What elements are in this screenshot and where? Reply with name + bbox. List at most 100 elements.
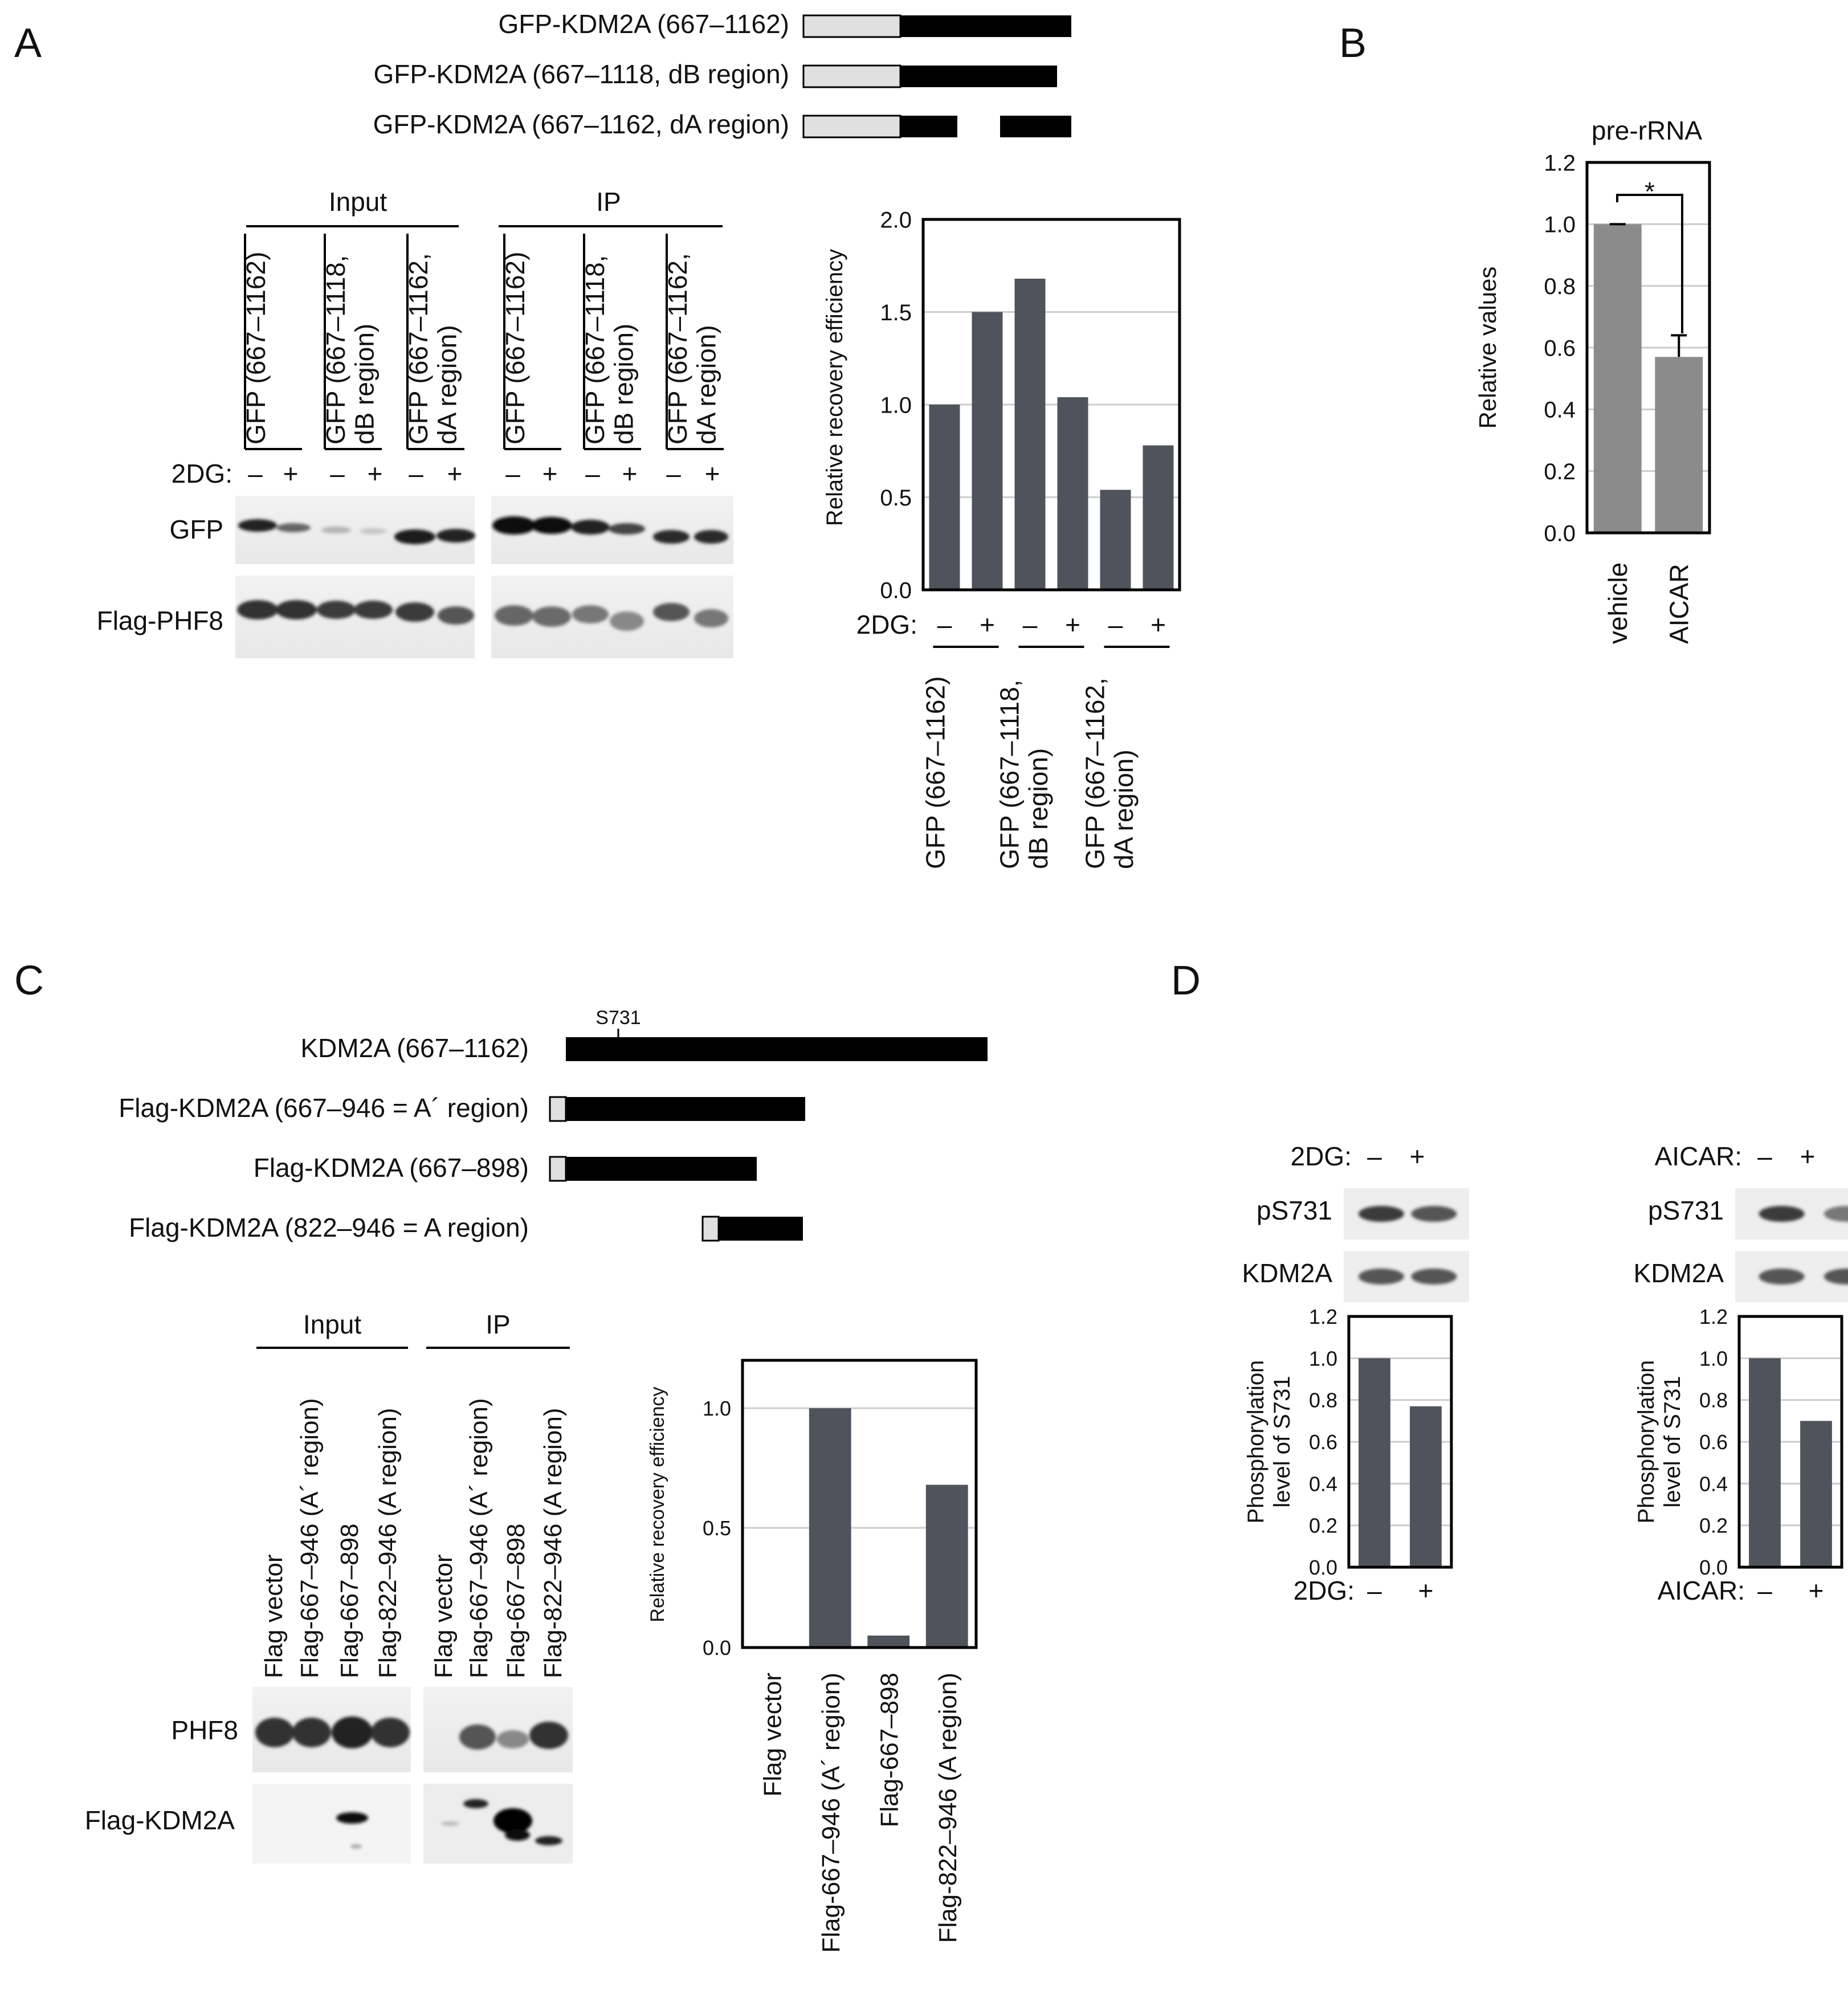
treatment-signs: – + – + – + – + – + – + bbox=[248, 459, 720, 488]
construct-label: Flag-KDM2A (822–946 = A region) bbox=[129, 1213, 529, 1242]
blot-bands bbox=[255, 1716, 568, 1849]
y-tick-label: 0.5 bbox=[880, 486, 912, 511]
x-tick-label: AICAR bbox=[1664, 564, 1694, 644]
treatment-sign: – bbox=[330, 459, 345, 488]
y-tick-label: 0.4 bbox=[1309, 1472, 1337, 1495]
bar bbox=[867, 1636, 910, 1648]
treatment-sign: + bbox=[542, 459, 558, 488]
lane-label: GFP (667–1162,dA region) bbox=[663, 253, 721, 445]
treatment-sign: – bbox=[1757, 1576, 1772, 1605]
construct-label: GFP-KDM2A (667–1162, dA region) bbox=[373, 109, 789, 139]
y-tick-label: 0.2 bbox=[1309, 1514, 1337, 1538]
y-axis-title: Relative recovery efficiency bbox=[647, 1387, 668, 1622]
y-tick-label: 1.0 bbox=[880, 393, 912, 418]
y-tick-label: 0.5 bbox=[703, 1516, 731, 1540]
panel-c-constructs: S731 KDM2A (667–1162) Flag-KDM2A (667–94… bbox=[119, 1007, 988, 1242]
panel-c: S731 KDM2A (667–1162) Flag-KDM2A (667–94… bbox=[85, 1007, 988, 1953]
treatment-sign: + bbox=[447, 459, 463, 488]
bar bbox=[1057, 397, 1088, 590]
construct-label: Flag-KDM2A (667–898) bbox=[254, 1153, 529, 1183]
x-tick-labels: Flag vector Flag-667–946 (A´ region) Flag-… bbox=[758, 1673, 962, 1953]
construct-bar bbox=[566, 1037, 988, 1061]
y-tick-label: 0.2 bbox=[1699, 1514, 1728, 1538]
y-tick-label: 0.8 bbox=[1544, 274, 1576, 299]
treatment-sign: + bbox=[622, 459, 638, 488]
x-tick-label: vehicle bbox=[1603, 562, 1633, 644]
site-label: S731 bbox=[595, 1007, 641, 1029]
construct-bar bbox=[1000, 116, 1071, 137]
blot-bands bbox=[1359, 1206, 1457, 1222]
bar bbox=[929, 405, 960, 590]
blot-image bbox=[252, 1784, 411, 1864]
lane-label: Flag-667–898 bbox=[336, 1523, 364, 1678]
blot-row-label: pS731 bbox=[1648, 1196, 1724, 1225]
construct-tag bbox=[549, 1096, 567, 1122]
panel-a-blots: GFP Flag-PHF8 bbox=[97, 496, 733, 658]
construct-tag bbox=[802, 64, 901, 88]
bar bbox=[925, 1485, 968, 1648]
blot-image bbox=[235, 576, 475, 658]
y-axis-title: Relative recovery efficiency bbox=[822, 249, 847, 526]
chart-bars bbox=[1593, 224, 1703, 533]
y-tick-label: 0.0 bbox=[1699, 1556, 1728, 1579]
lane-labels: GFP (667–1162) GFP (667–1118,dB region) GF… bbox=[241, 234, 724, 450]
y-tick-label: 0.0 bbox=[880, 578, 912, 603]
group-label-input: Input bbox=[303, 1310, 362, 1339]
panel-a-blot-header: Input IP GFP (667–1162) GFP (667–1118,dB … bbox=[172, 187, 724, 488]
significance-bracket bbox=[1616, 194, 1683, 333]
group-label-ip: IP bbox=[486, 1310, 510, 1339]
treatment-sign: + bbox=[283, 459, 299, 488]
construct-label: Flag-KDM2A (667–946 = A´ region) bbox=[119, 1093, 529, 1123]
construct-bar bbox=[719, 1217, 803, 1241]
lane-label: Flag-667–946 (A´ region) bbox=[465, 1398, 493, 1678]
treatment-label: 2DG: bbox=[172, 459, 232, 488]
treatment-sign: + bbox=[1410, 1141, 1425, 1171]
bar bbox=[1800, 1421, 1832, 1567]
treatment-label: 2DG: bbox=[1294, 1576, 1355, 1605]
lane-label: Flag vector bbox=[430, 1554, 458, 1678]
treatment-label: AICAR: bbox=[1658, 1576, 1745, 1605]
lane-label: Flag-667–946 (A´ region) bbox=[296, 1398, 324, 1678]
y-tick-label: 0.0 bbox=[703, 1636, 731, 1660]
lane-label: Flag-822–946 (A region) bbox=[374, 1408, 402, 1678]
y-tick-label: 0.4 bbox=[1699, 1472, 1728, 1495]
panel-letter-a: A bbox=[14, 21, 42, 66]
lane-label: GFP (667–1162) bbox=[921, 676, 950, 869]
treatment-signs: – + – + – + bbox=[937, 610, 1166, 639]
y-tick-label: 0.6 bbox=[1699, 1430, 1728, 1454]
treatment-sign: + bbox=[1065, 610, 1080, 639]
chart-bars bbox=[1749, 1358, 1832, 1567]
plot-frame bbox=[1737, 1315, 1843, 1569]
construct-bar bbox=[900, 15, 1071, 37]
y-tick-label: 0.6 bbox=[1544, 336, 1576, 361]
y-tick-label: 1.2 bbox=[1699, 1305, 1728, 1328]
treatment-sign: – bbox=[1757, 1141, 1772, 1171]
lane-label: GFP (667–1118,dB region) bbox=[580, 255, 639, 445]
y-tick-label: 0.8 bbox=[1309, 1389, 1337, 1412]
treatment-label: AICAR: bbox=[1655, 1141, 1742, 1171]
blot-bands bbox=[237, 516, 728, 631]
panel-letter-c: C bbox=[14, 958, 44, 1004]
lane-label: Flag vector bbox=[260, 1554, 288, 1678]
plot-frame bbox=[1585, 161, 1711, 535]
y-tick-label: 0.8 bbox=[1699, 1389, 1728, 1412]
y-axis-title: Phosphorylationlevel of S731 bbox=[1243, 1360, 1295, 1524]
y-tick-label: 0.2 bbox=[1544, 459, 1576, 484]
bar bbox=[1100, 490, 1131, 590]
y-tick-label: 1.0 bbox=[1309, 1347, 1337, 1370]
blot-bands bbox=[1759, 1206, 1848, 1222]
y-tick-label: 1.2 bbox=[1309, 1305, 1337, 1328]
treatment-sign: – bbox=[1367, 1141, 1382, 1171]
treatment-sign: + bbox=[1418, 1576, 1434, 1605]
treatment-sign: – bbox=[937, 610, 952, 639]
y-tick-labels: 0.0 0.2 0.4 0.6 0.8 1.0 1.2 bbox=[1544, 150, 1576, 546]
bar bbox=[1014, 279, 1046, 590]
lane-label-line: GFP (667–1162, bbox=[1080, 678, 1110, 869]
lane-label-line: dA region) bbox=[433, 325, 462, 445]
panel-c-chart: Relative recovery efficiency 0.0 0.5 1.0 F… bbox=[647, 1359, 978, 1953]
group-label-input: Input bbox=[329, 187, 387, 217]
bar bbox=[1749, 1358, 1781, 1567]
blot-image bbox=[235, 496, 475, 564]
panel-d-sub-aicar: AICAR: – +pS731KDM2A0.00.20.40.60.81.01.2P… bbox=[1634, 1141, 1848, 1605]
bar bbox=[1410, 1406, 1442, 1567]
